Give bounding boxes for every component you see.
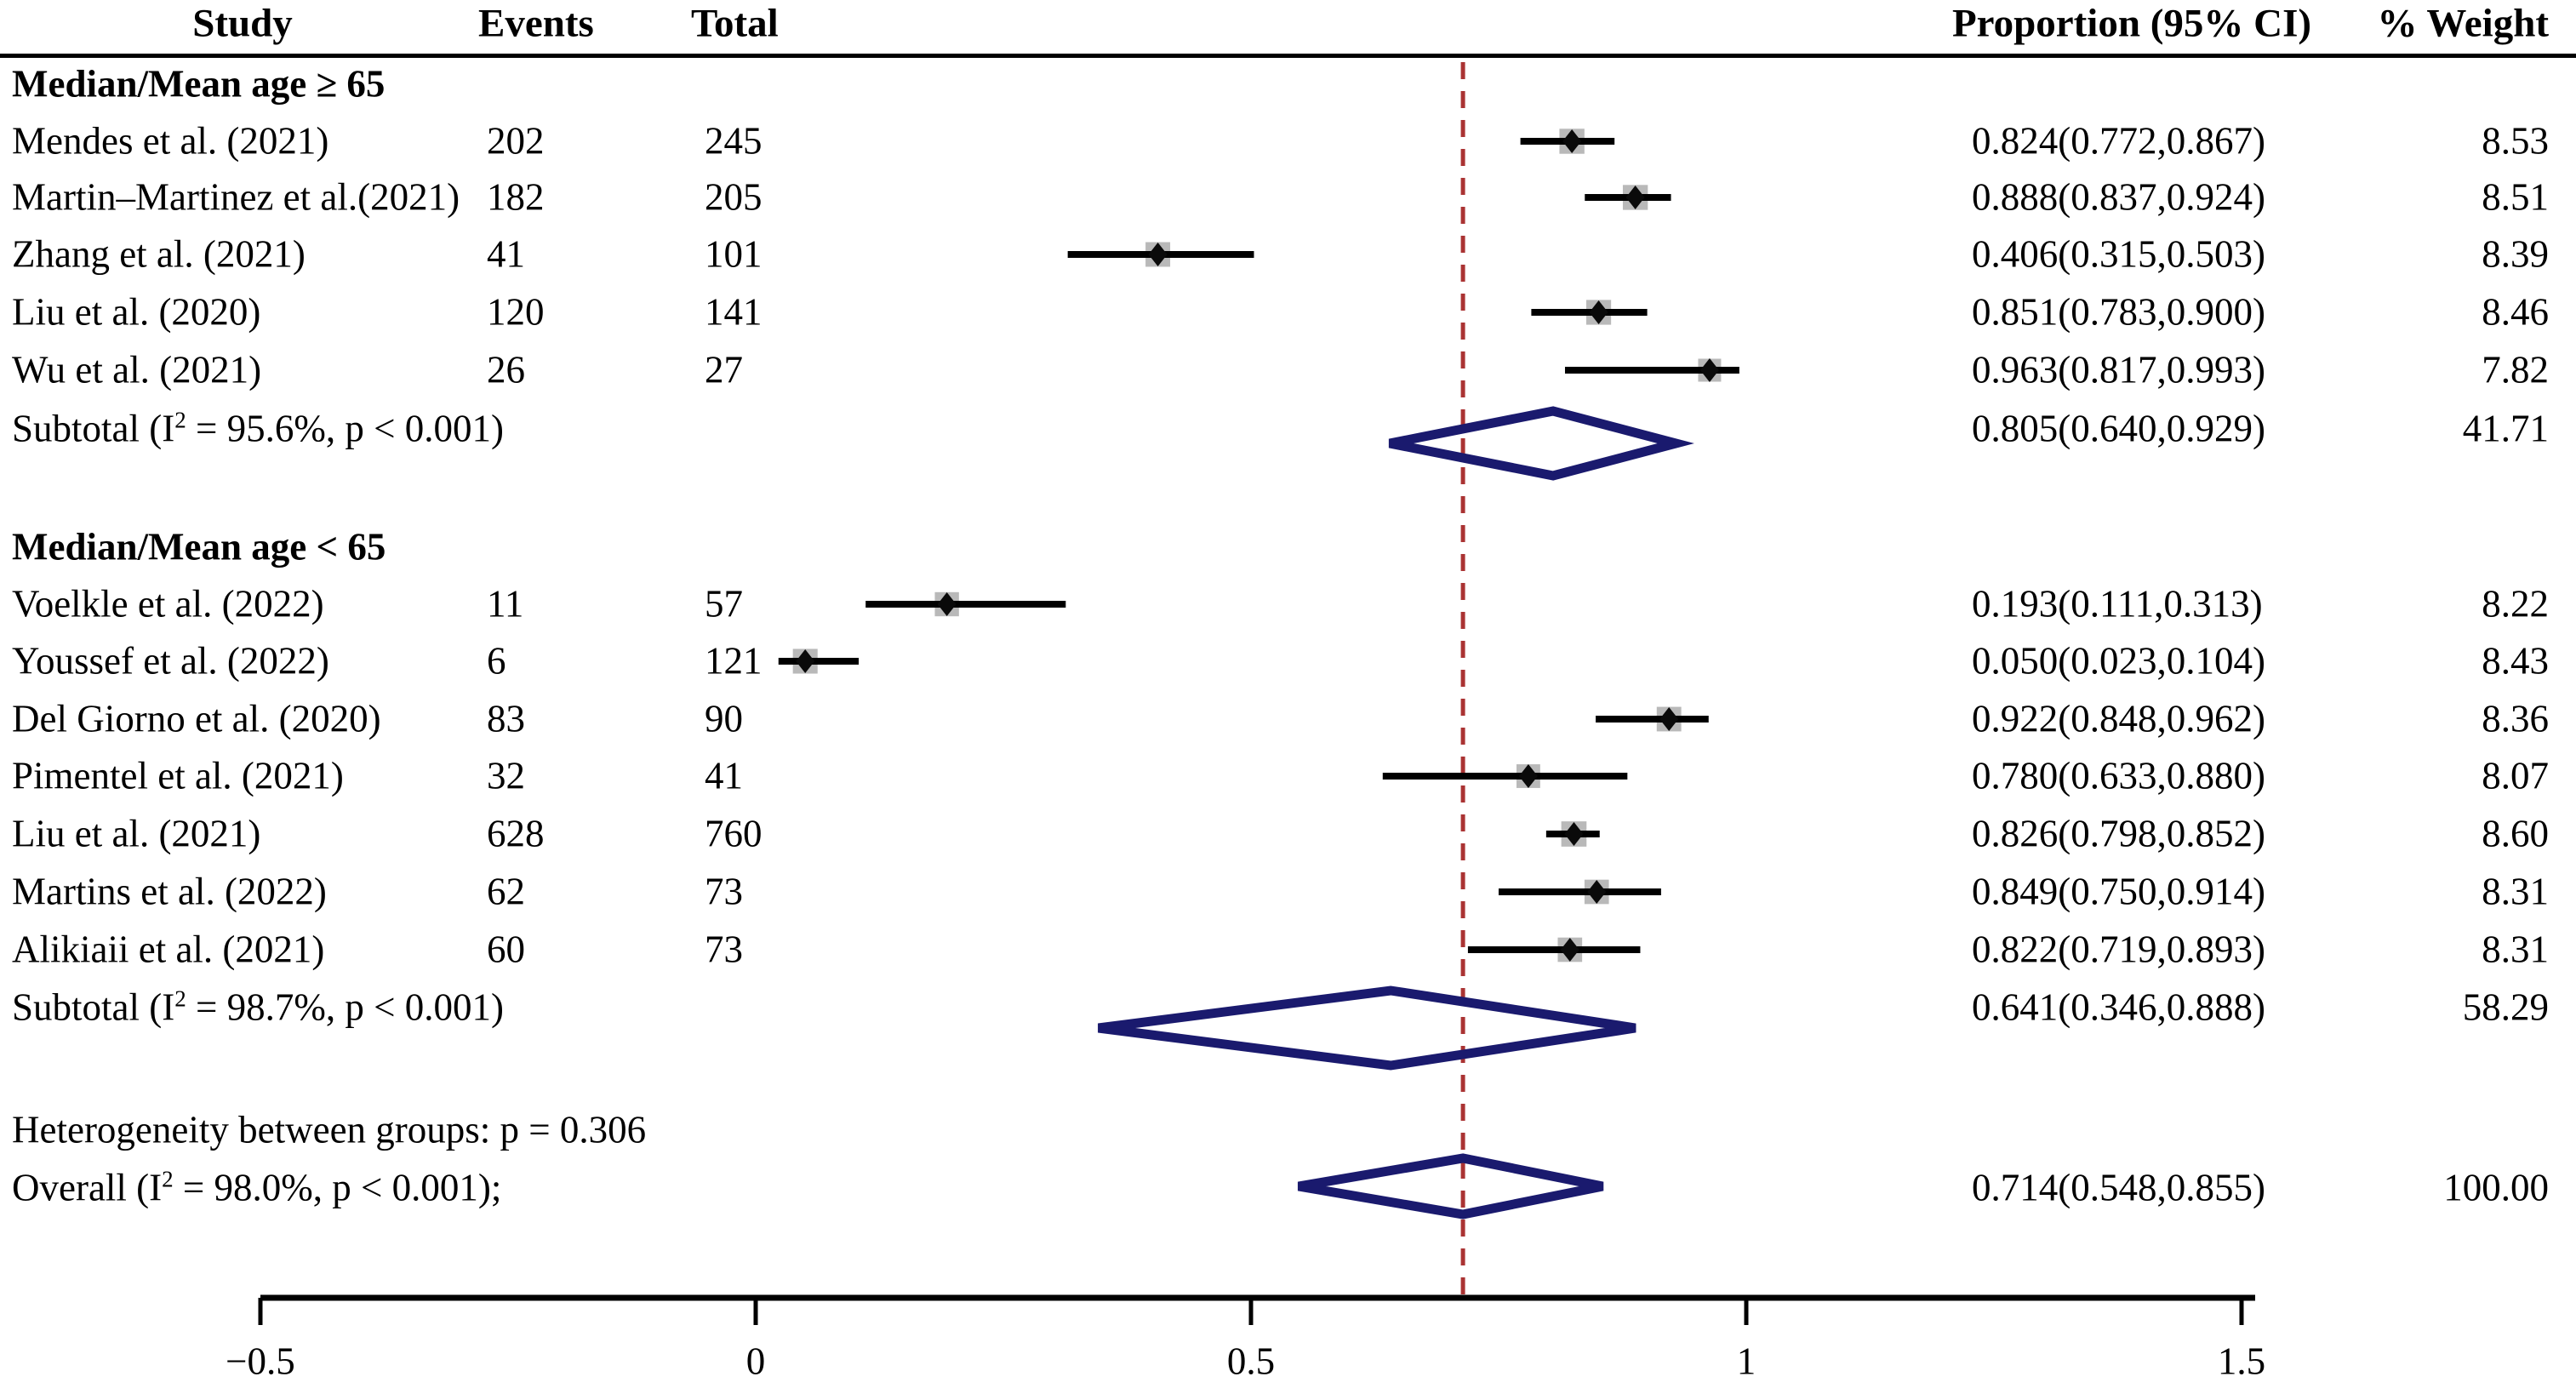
x-tick-label: 1.5 <box>2217 1339 2266 1383</box>
column-header-weight: % Weight <box>2377 1 2549 46</box>
superscript: 2 <box>162 1166 174 1192</box>
x-tick-label: 0.5 <box>1226 1339 1276 1383</box>
study-total: 245 <box>705 119 763 163</box>
study-total: 141 <box>705 290 763 334</box>
study-name: Liu et al. (2020) <box>12 290 261 334</box>
study-weight: 8.31 <box>2482 870 2549 913</box>
study-proportion: 0.406(0.315,0.503) <box>1972 232 2265 276</box>
study-events: 628 <box>487 812 545 855</box>
study-proportion: 0.822(0.719,0.893) <box>1972 928 2265 971</box>
group-label: Median/Mean age ≥ 65 <box>12 62 386 106</box>
study-proportion: 0.193(0.111,0.313) <box>1972 582 2263 625</box>
study-proportion: 0.963(0.817,0.993) <box>1972 348 2265 391</box>
study-weight: 8.46 <box>2482 290 2549 334</box>
superscript: 2 <box>174 985 186 1012</box>
study-name: Pimentel et al. (2021) <box>12 754 344 797</box>
subtotal-weight: 58.29 <box>2462 985 2549 1029</box>
study-events: 6 <box>487 639 506 683</box>
study-total: 73 <box>705 870 743 913</box>
x-tick-label: −0.5 <box>226 1339 295 1383</box>
study-total: 101 <box>705 232 763 276</box>
study-weight: 7.82 <box>2482 348 2549 391</box>
study-total: 205 <box>705 175 763 219</box>
study-proportion: 0.888(0.837,0.924) <box>1972 175 2265 219</box>
study-total: 73 <box>705 928 743 971</box>
study-total: 760 <box>705 812 763 855</box>
study-events: 41 <box>487 232 525 276</box>
study-proportion: 0.050(0.023,0.104) <box>1972 639 2265 683</box>
header-rule <box>0 54 2576 58</box>
subtotal-label: Subtotal (I2 = 98.7%, p < 0.001) <box>12 985 504 1029</box>
study-total: 27 <box>705 348 743 391</box>
study-events: 26 <box>487 348 525 391</box>
study-events: 182 <box>487 175 545 219</box>
study-total: 90 <box>705 697 743 740</box>
column-header-study: Study <box>192 1 293 46</box>
study-weight: 8.39 <box>2482 232 2549 276</box>
study-name: Martin–Martinez et al.(2021) <box>12 175 460 219</box>
study-name: Voelkle et al. (2022) <box>12 582 324 625</box>
study-events: 32 <box>487 754 525 797</box>
study-weight: 8.22 <box>2482 582 2549 625</box>
study-weight: 8.53 <box>2482 119 2549 163</box>
heterogeneity-note: Heterogeneity between groups: p = 0.306 <box>12 1108 647 1151</box>
study-name: Mendes et al. (2021) <box>12 119 329 163</box>
group-label: Median/Mean age < 65 <box>12 525 386 568</box>
study-weight: 8.36 <box>2482 697 2549 740</box>
study-proportion: 0.849(0.750,0.914) <box>1972 870 2265 913</box>
overall-label: Overall (I2 = 98.0%, p < 0.001); <box>12 1166 502 1209</box>
study-proportion: 0.851(0.783,0.900) <box>1972 290 2265 334</box>
overall-weight: 100.00 <box>2443 1166 2549 1209</box>
study-name: Martins et al. (2022) <box>12 870 327 913</box>
study-events: 62 <box>487 870 525 913</box>
study-name: Wu et al. (2021) <box>12 348 262 391</box>
study-events: 202 <box>487 119 545 163</box>
study-total: 41 <box>705 754 743 797</box>
column-header-events: Events <box>478 1 594 46</box>
study-proportion: 0.824(0.772,0.867) <box>1972 119 2265 163</box>
overall-proportion: 0.714(0.548,0.855) <box>1972 1166 2265 1209</box>
subtotal-proportion: 0.641(0.346,0.888) <box>1972 985 2265 1029</box>
study-proportion: 0.922(0.848,0.962) <box>1972 697 2265 740</box>
superscript: 2 <box>174 407 186 433</box>
subtotal-weight: 41.71 <box>2462 407 2549 450</box>
study-weight: 8.60 <box>2482 812 2549 855</box>
subtotal-proportion: 0.805(0.640,0.929) <box>1972 407 2265 450</box>
study-total: 57 <box>705 582 743 625</box>
subtotal-label: Subtotal (I2 = 95.6%, p < 0.001) <box>12 407 504 450</box>
study-events: 120 <box>487 290 545 334</box>
study-weight: 8.51 <box>2482 175 2549 219</box>
study-proportion: 0.780(0.633,0.880) <box>1972 754 2265 797</box>
study-total: 121 <box>705 639 763 683</box>
study-name: Liu et al. (2021) <box>12 812 261 855</box>
study-weight: 8.31 <box>2482 928 2549 971</box>
column-header-total: Total <box>691 1 779 46</box>
column-header-proportion: Proportion (95% CI) <box>1951 1 2312 46</box>
study-events: 83 <box>487 697 525 740</box>
study-name: Zhang et al. (2021) <box>12 232 306 276</box>
study-weight: 8.43 <box>2482 639 2549 683</box>
study-name: Del Giorno et al. (2020) <box>12 697 381 740</box>
study-name: Youssef et al. (2022) <box>12 639 329 683</box>
x-tick-label: 0 <box>745 1339 766 1383</box>
study-weight: 8.07 <box>2482 754 2549 797</box>
study-events: 60 <box>487 928 525 971</box>
x-tick-label: 1 <box>1736 1339 1756 1383</box>
study-name: Alikiaii et al. (2021) <box>12 928 325 971</box>
study-events: 11 <box>487 582 524 625</box>
study-proportion: 0.826(0.798,0.852) <box>1972 812 2265 855</box>
